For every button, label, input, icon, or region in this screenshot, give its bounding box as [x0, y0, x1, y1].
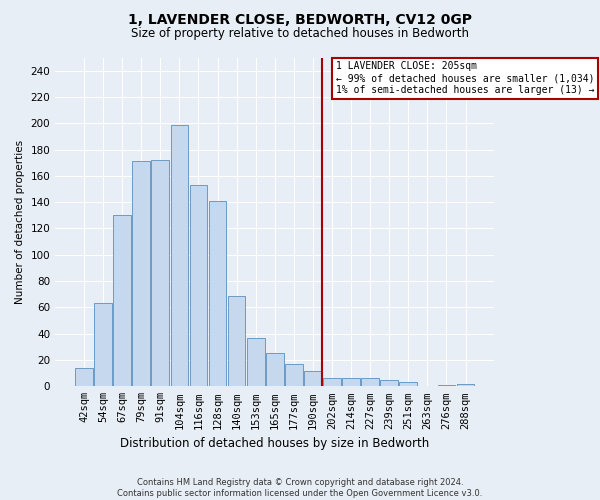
Bar	[342, 378, 360, 386]
Bar	[228, 296, 245, 386]
Bar	[457, 384, 475, 386]
Y-axis label: Number of detached properties: Number of detached properties	[15, 140, 25, 304]
Bar	[266, 354, 284, 386]
Bar	[170, 124, 188, 386]
Bar	[247, 338, 265, 386]
Text: 1, LAVENDER CLOSE, BEDWORTH, CV12 0GP: 1, LAVENDER CLOSE, BEDWORTH, CV12 0GP	[128, 12, 472, 26]
Bar	[285, 364, 303, 386]
Bar	[209, 201, 226, 386]
Bar	[113, 216, 131, 386]
X-axis label: Distribution of detached houses by size in Bedworth: Distribution of detached houses by size …	[120, 437, 430, 450]
Bar	[437, 385, 455, 386]
Bar	[400, 382, 417, 386]
Bar	[323, 378, 341, 386]
Text: Size of property relative to detached houses in Bedworth: Size of property relative to detached ho…	[131, 28, 469, 40]
Bar	[75, 368, 93, 386]
Text: Contains HM Land Registry data © Crown copyright and database right 2024.
Contai: Contains HM Land Registry data © Crown c…	[118, 478, 482, 498]
Text: 1 LAVENDER CLOSE: 205sqm
← 99% of detached houses are smaller (1,034)
1% of semi: 1 LAVENDER CLOSE: 205sqm ← 99% of detach…	[336, 62, 595, 94]
Bar	[133, 162, 150, 386]
Bar	[380, 380, 398, 386]
Bar	[151, 160, 169, 386]
Bar	[361, 378, 379, 386]
Bar	[94, 304, 112, 386]
Bar	[190, 185, 208, 386]
Bar	[304, 370, 322, 386]
